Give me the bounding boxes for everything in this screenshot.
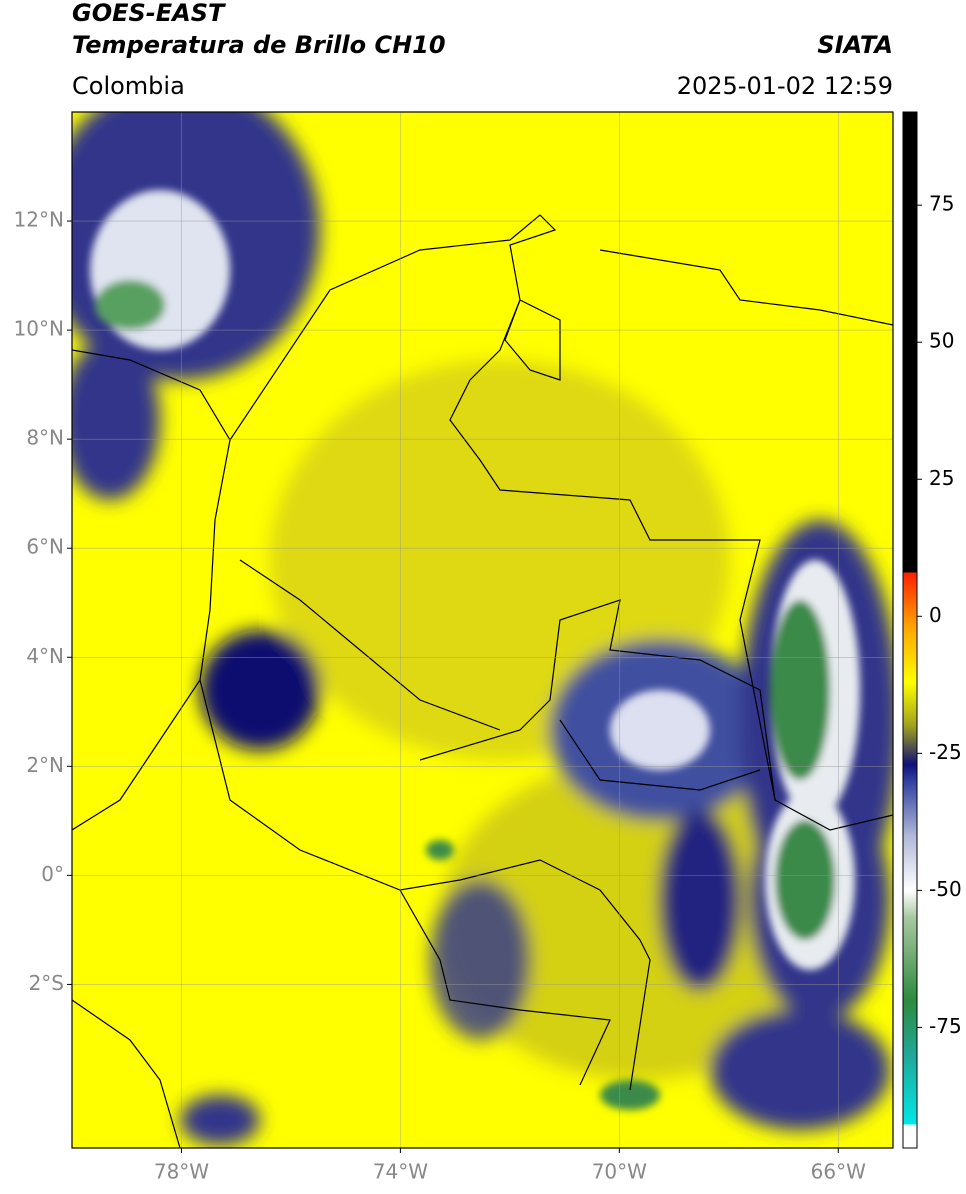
colorbar-tick-label: -75	[929, 1014, 962, 1038]
region: Colombia	[72, 72, 185, 100]
borders	[72, 214, 893, 1148]
lat-tick-label: 12°N	[14, 208, 64, 232]
lat-tick-label: 6°N	[26, 535, 64, 559]
colorbar	[902, 111, 918, 1149]
lat-tick-label: 10°N	[14, 317, 64, 341]
lat-tick-label: 8°N	[26, 426, 64, 450]
colorbar-tick-label: -50	[929, 877, 962, 901]
cold-tops	[90, 190, 860, 1110]
lat-tick-label: 0°	[41, 862, 64, 886]
colorbar-tick-label: 75	[929, 192, 954, 216]
lon-tick-label: 66°W	[811, 1160, 866, 1184]
lon-tick-label: 74°W	[373, 1160, 428, 1184]
lon-tick-label: 78°W	[154, 1160, 209, 1184]
datetime: 2025-01-02 12:59	[677, 72, 893, 100]
map-area	[72, 112, 893, 1148]
source: SIATA	[817, 31, 893, 59]
product: Temperatura de Brillo CH10	[72, 31, 446, 59]
lat-tick-label: 2°S	[29, 971, 64, 995]
colorbar-tick-label: -25	[929, 740, 962, 764]
map-frame	[71, 111, 894, 1149]
colorbar-tick-label: 50	[929, 329, 954, 353]
colorbar-tick-label: 0	[929, 603, 942, 627]
lon-tick-label: 70°W	[592, 1160, 647, 1184]
colorbar-tick-label: 25	[929, 466, 954, 490]
lat-tick-label: 2°N	[26, 753, 64, 777]
satellite: GOES-EAST	[72, 0, 226, 27]
lat-tick-label: 4°N	[26, 644, 64, 668]
